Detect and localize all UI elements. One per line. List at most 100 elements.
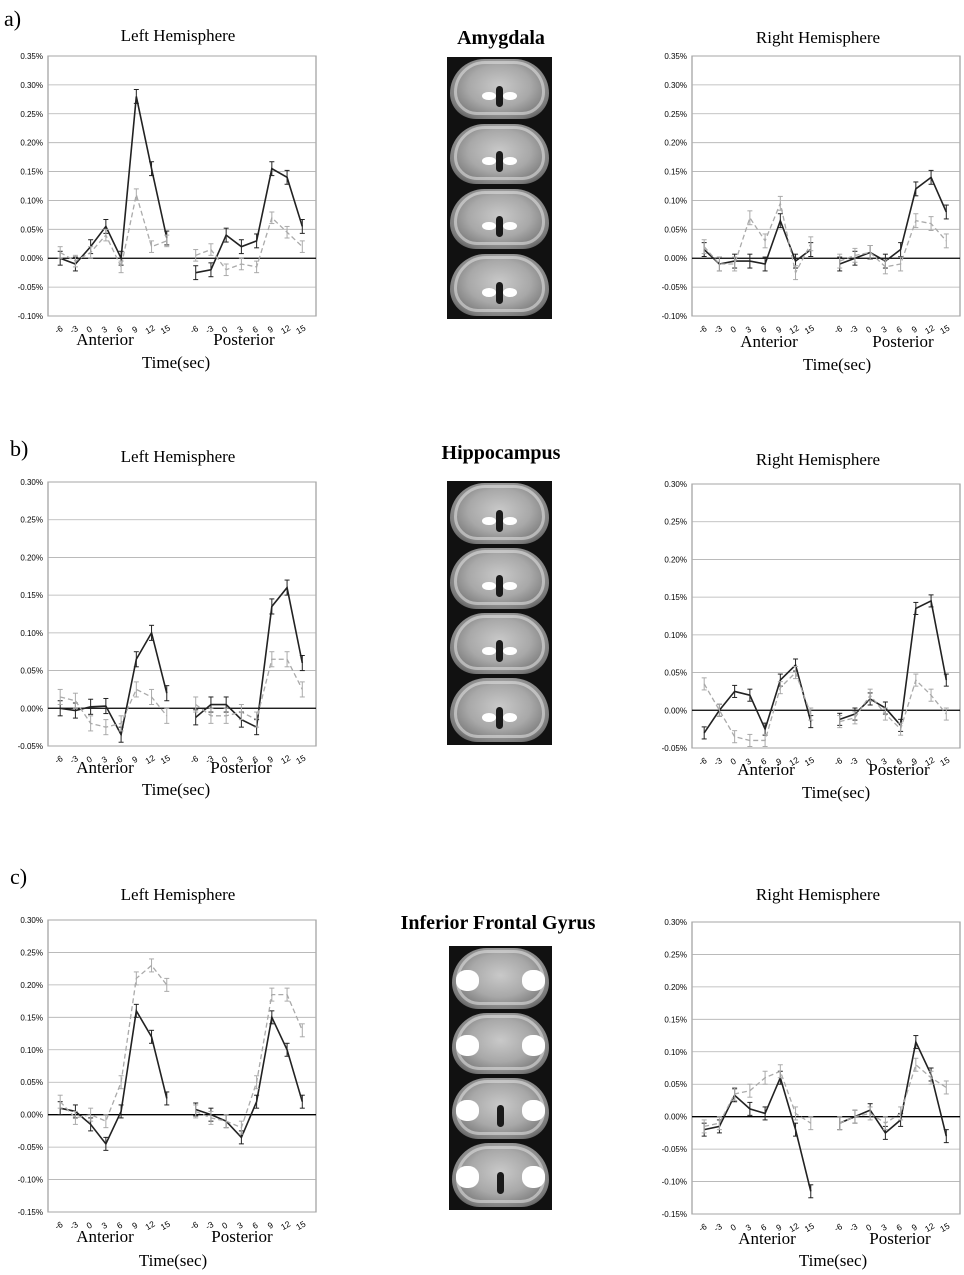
series-line-solid-anterior [703,663,812,734]
x-tick-label: 6 [115,754,124,764]
x-tick-label: -6 [697,755,709,766]
plot-area [47,919,317,1213]
y-tick-label: 0.15% [20,591,43,600]
chart-title-c-right: Right Hemisphere [755,885,881,904]
x-tick-label: -6 [697,1221,709,1234]
y-tick-label: 0.20% [20,139,43,148]
x-tick-label: 0 [864,756,873,766]
chart-c-right: -0.15% -0.10% -0.05% 0.00% 0.05% 0.10% 0.15% 0.… [662,918,961,1234]
region-title-hippocampus: Hippocampus [441,442,561,464]
series-line-dashed-anterior [703,671,812,742]
y-tick-label: 0.00% [20,1111,43,1120]
series-line-solid-anterior [60,1008,168,1146]
x-tick-label: 9 [774,1222,783,1233]
xgroup-anterior-b-right: Anterior [737,760,795,779]
x-tick-label: 3 [879,324,888,335]
y-tick-label: -0.10% [662,312,687,321]
series-line-dashed-posterior [195,993,303,1129]
y-tick-label: 0.05% [664,1080,687,1089]
x-tick-label: -6 [53,753,65,764]
plot-area [47,55,317,317]
y-tick-label: -0.05% [18,742,43,751]
x-tick-label: 0 [220,324,229,335]
x-tick-label: 12 [923,323,936,337]
y-tick-label: 0.10% [20,196,43,205]
x-tick-label: -3 [68,1219,80,1232]
series-line-dashed-anterior [59,964,168,1123]
series-line-dashed-anterior [59,194,168,269]
hippocampus-mri-image [447,481,552,745]
x-tick-label: 9 [774,324,783,335]
y-tick-label: 0.00% [20,254,43,263]
x-tick-label: 0 [864,1222,873,1233]
y-tick-label: 0.20% [664,983,687,992]
x-tick-label: 3 [235,754,244,764]
x-tick-label: 6 [759,324,768,335]
y-tick-label: 0.25% [664,110,687,119]
x-tick-label: 0 [729,756,738,766]
x-tick-label: 3 [744,1222,753,1233]
x-tick-label: -3 [712,755,724,766]
x-tick-label: 9 [774,756,783,766]
y-tick-label: 0.25% [20,110,43,119]
plot-area [47,481,317,747]
xgroup-anterior-c-right: Anterior [738,1229,796,1248]
xtitle-c-left: Time(sec) [138,1251,208,1270]
x-tick-label: 15 [159,753,172,764]
chart-title-c-left: Left Hemisphere [120,885,236,904]
y-tick-label: -0.05% [662,283,687,292]
x-tick-label: 9 [130,754,139,764]
series-line-dashed-anterior [704,1070,812,1128]
x-tick-label: 15 [159,1219,172,1232]
series-line-dashed-posterior [839,1063,947,1124]
x-tick-label: 6 [895,324,904,335]
x-tick-label: 9 [266,1220,275,1231]
y-tick-label: 0.10% [20,1046,43,1055]
xtitle-c-right: Time(sec) [798,1251,868,1270]
y-tick-label: 0.35% [664,52,687,61]
series-line-dashed-anterior [60,688,168,728]
panel-label-a: a) [4,6,22,31]
x-tick-label: -3 [204,323,216,336]
series-line-solid-posterior [839,1039,948,1137]
x-tick-label: -3 [848,1221,860,1234]
xgroup-posterior-c-left: Posterior [211,1227,273,1246]
series-line-solid-anterior [59,96,168,265]
x-tick-label: 15 [803,1221,816,1234]
y-tick-label: 0.10% [664,631,687,640]
y-tick-label: -0.10% [18,1176,43,1185]
series-line-solid-posterior [839,176,948,265]
y-tick-label: 0.20% [664,555,687,564]
x-tick-label: 15 [803,755,816,766]
x-tick-label: 0 [864,324,873,335]
plot-area [691,483,961,749]
region-title-ifg: Inferior Frontal Gyrus [400,912,596,934]
xgroup-anterior-b-left: Anterior [76,758,134,777]
y-tick-label: 0.20% [20,981,43,990]
xgroup-posterior-a-right: Posterior [872,332,934,351]
xgroup-posterior-b-left: Posterior [210,758,272,777]
x-tick-label: 3 [100,1220,109,1231]
xgroup-anterior-a-right: Anterior [740,332,798,351]
series-line-solid-posterior [195,167,304,274]
y-tick-label: 0.15% [664,1015,687,1024]
y-tick-label: 0.15% [664,593,687,602]
x-tick-label: -3 [848,323,860,336]
x-tick-label: 12 [143,323,156,337]
x-tick-label: 3 [235,1220,244,1231]
x-tick-label: 9 [910,1222,919,1233]
x-tick-label: 12 [279,323,292,337]
y-tick-label: 0.05% [664,225,687,234]
x-tick-label: 0 [85,754,94,764]
x-tick-label: 3 [100,324,109,335]
x-tick-label: 12 [787,755,800,766]
x-tick-label: 6 [115,1220,124,1231]
x-tick-label: -6 [188,323,200,336]
y-tick-label: 0.15% [664,168,687,177]
x-tick-label: 0 [85,1220,94,1231]
x-tick-label: 3 [235,324,244,335]
y-tick-label: 0.10% [664,196,687,205]
y-tick-label: 0.05% [20,667,43,676]
y-tick-label: 0.35% [20,52,43,61]
x-tick-label: 15 [159,323,172,337]
